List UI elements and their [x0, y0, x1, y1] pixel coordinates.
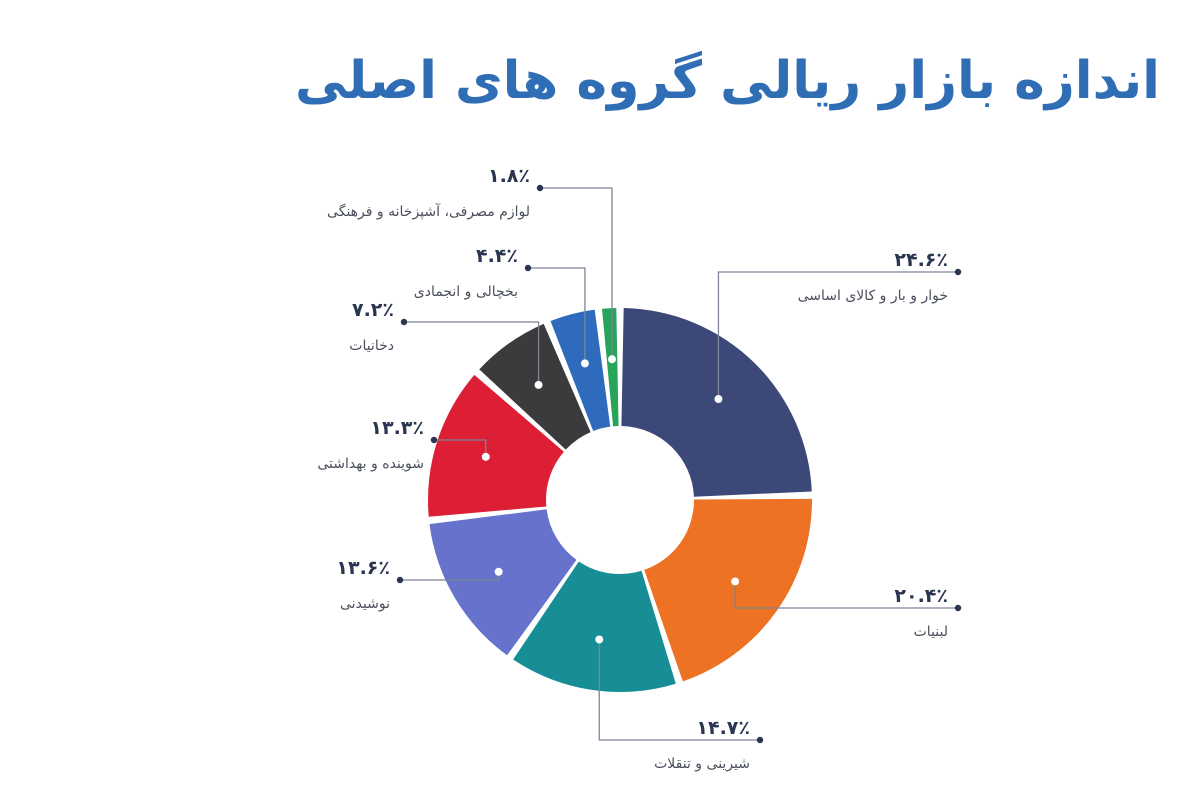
leader-dot: [534, 380, 543, 389]
leader-end-dot: [536, 184, 544, 192]
leader-end-dot: [756, 736, 764, 744]
slice-3: [513, 561, 676, 692]
leader-end-dot: [396, 576, 404, 584]
slice-percent: ۲۴.۶٪: [894, 249, 948, 271]
callout-4: ۱۳.۶٪ نوشیدنی: [336, 557, 503, 612]
leader-dot: [608, 355, 617, 364]
callout-7: ۴.۴٪ بخچالی و انجمادی: [414, 245, 589, 368]
leader-line: [528, 267, 586, 364]
leader-dot: [714, 395, 723, 404]
leader-end-dot: [524, 264, 532, 272]
slice-2: [644, 498, 813, 682]
slice-percent: ۱.۸٪: [488, 165, 530, 187]
leader-line: [404, 321, 540, 385]
leader-end-dot: [954, 268, 962, 276]
leader-dot: [481, 452, 490, 461]
leader-dot: [595, 635, 604, 644]
leader-line: [598, 639, 760, 741]
chart-title: اندازه بازار ریالی گروه های اصلی: [295, 51, 1160, 111]
slice-label: بخچالی و انجمادی: [414, 284, 518, 300]
slice-label: دخانیات: [349, 338, 394, 354]
slice-label: نوشیدنی: [340, 596, 390, 612]
slice-label: خوار و بار و کالای اساسی: [798, 288, 948, 304]
leader-line: [734, 581, 958, 609]
slice-percent: ۱۴.۷٪: [696, 717, 750, 739]
slice-percent: ۷.۲٪: [352, 299, 394, 321]
leader-end-dot: [954, 604, 962, 612]
leader-dot: [580, 359, 589, 368]
leader-line: [540, 187, 613, 360]
leader-end-dot: [430, 436, 438, 444]
slice-label: لوازم مصرفی، آشپزخانه و فرهنگی: [327, 203, 530, 220]
slice-label: شوینده و بهداشتی: [317, 456, 424, 472]
callout-1: ۲۴.۶٪ خوار و بار و کالای اساسی: [714, 249, 962, 404]
slice-percent: ۴.۴٪: [476, 245, 518, 267]
leader-dot: [494, 567, 503, 576]
slice-6: [479, 323, 591, 450]
slice-8: [601, 308, 619, 427]
slice-4: [429, 509, 577, 656]
leader-line: [434, 439, 487, 457]
callout-2: ۲۰.۴٪ لبنیات: [731, 577, 962, 640]
callout-8: ۱.۸٪ لوازم مصرفی، آشپزخانه و فرهنگی: [327, 165, 617, 364]
slice-label: لبنیات: [914, 624, 948, 640]
leader-dot: [731, 577, 740, 586]
slice-percent: ۱۳.۳٪: [370, 417, 424, 439]
leader-end-dot: [400, 318, 408, 326]
slice-7: [550, 309, 611, 432]
slice-5: [428, 374, 564, 517]
callout-3: ۱۴.۷٪ شیرینی و تنقلات: [595, 635, 764, 772]
leader-line: [717, 271, 958, 400]
slice-percent: ۱۳.۶٪: [336, 557, 390, 579]
callout-6: ۷.۲٪ دخانیات: [349, 299, 543, 389]
slice-percent: ۲۰.۴٪: [894, 585, 948, 607]
slice-label: شیرینی و تنقلات: [654, 756, 750, 772]
callout-5: ۱۳.۳٪ شوینده و بهداشتی: [317, 417, 490, 472]
